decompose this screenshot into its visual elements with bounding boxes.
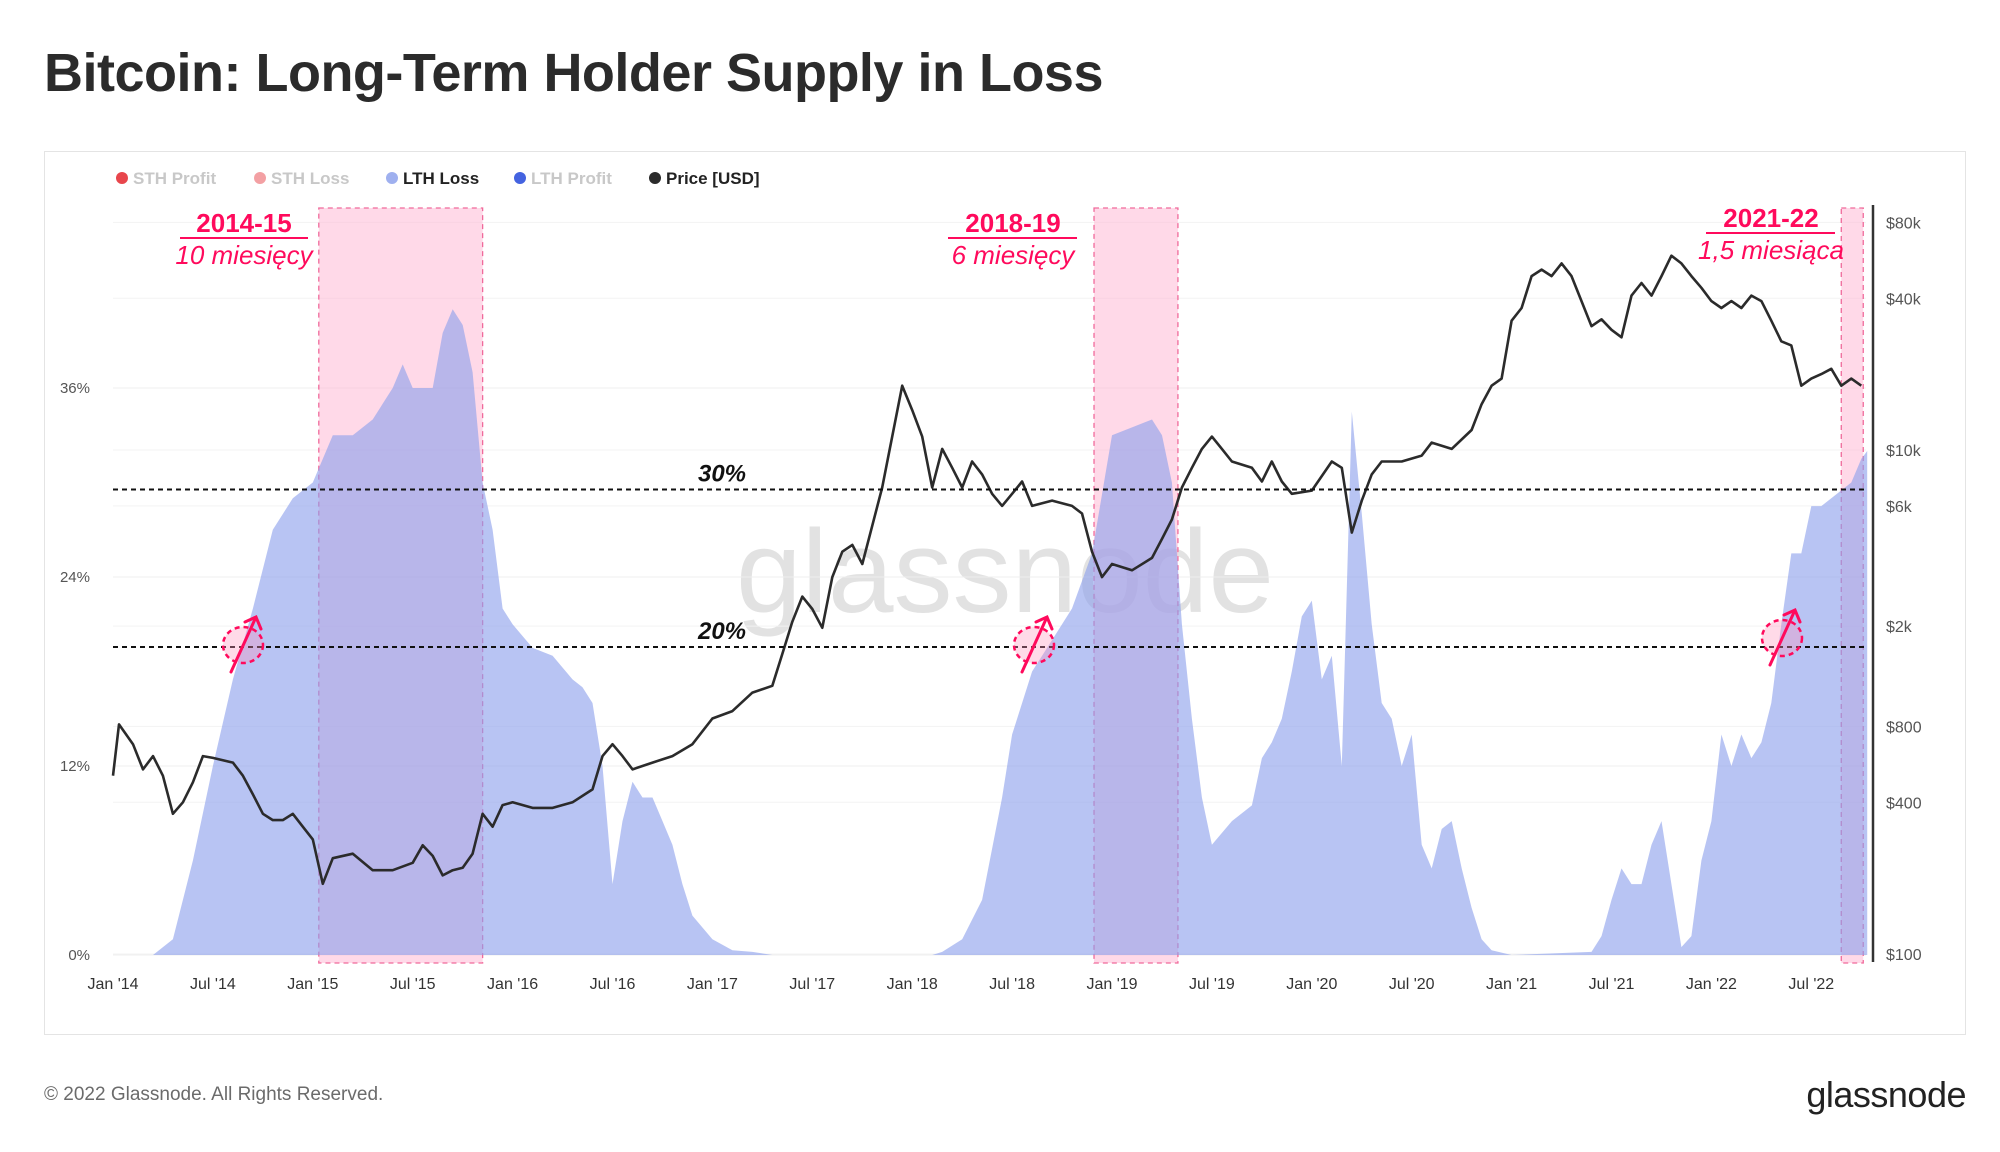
price-line: [111, 254, 1863, 886]
x-tick-label: Jan '19: [1086, 976, 1137, 993]
y-right-tick-label: $80k: [1886, 215, 1922, 232]
chart-card: [44, 151, 1966, 1035]
y-left-tick-label: 36%: [60, 380, 90, 397]
y-right-tick-label: $400: [1886, 795, 1922, 812]
period-label: 2021-22: [1723, 203, 1818, 233]
glassnode-logo[interactable]: glassnode: [1806, 1074, 1966, 1115]
legend-dot-lth-profit: [514, 172, 526, 184]
period-label: 2014-15: [196, 208, 291, 238]
footer-copyright: © 2022 Glassnode. All Rights Reserved.: [44, 1084, 384, 1105]
arrow-up-icon: [229, 614, 263, 674]
x-tick-label: Jan '15: [287, 976, 338, 993]
legend-dot-lth-loss: [386, 172, 398, 184]
y-left-tick-label: 24%: [60, 569, 90, 586]
arrow-up-icon: [1768, 607, 1802, 667]
y-right-tick-label: $100: [1886, 947, 1922, 964]
legend-item[interactable]: Price [USD]: [666, 169, 760, 188]
reference-label: 20%: [697, 618, 746, 645]
arrow-up-icon: [1020, 614, 1054, 674]
y-right-tick-label: $10k: [1886, 443, 1922, 460]
x-tick-label: Jul '21: [1589, 976, 1635, 993]
x-tick-label: Jul '16: [590, 976, 636, 993]
legend-item[interactable]: LTH Loss: [403, 169, 479, 188]
x-tick-label: Jul '14: [190, 976, 236, 993]
period-duration: 6 miesięcy: [952, 240, 1077, 270]
x-tick-label: Jan '18: [887, 976, 938, 993]
y-left-tick-label: 0%: [68, 947, 90, 964]
legend-item[interactable]: LTH Profit: [531, 169, 612, 188]
x-tick-label: Jul '18: [989, 976, 1035, 993]
x-tick-label: Jul '19: [1189, 976, 1235, 993]
y-right-tick-label: $40k: [1886, 291, 1922, 308]
period-label: 2018-19: [965, 208, 1060, 238]
y-right-tick-label: $6k: [1886, 499, 1913, 516]
legend-dot-sth-loss: [254, 172, 266, 184]
period-duration: 1,5 miesiąca: [1698, 235, 1844, 265]
legend-dot-price-usd-: [649, 172, 661, 184]
x-tick-label: Jul '22: [1788, 976, 1834, 993]
x-tick-label: Jan '20: [1286, 976, 1337, 993]
x-tick-label: Jan '22: [1686, 976, 1737, 993]
legend-item[interactable]: STH Profit: [133, 169, 216, 188]
lth-loss-area: [113, 309, 1868, 955]
page-title: Bitcoin: Long-Term Holder Supply in Loss: [44, 43, 1104, 103]
x-tick-label: Jul '20: [1389, 976, 1435, 993]
period-duration: 10 miesięcy: [175, 240, 314, 270]
y-left-tick-label: 12%: [60, 758, 90, 775]
x-tick-label: Jul '17: [789, 976, 835, 993]
x-tick-label: Jan '17: [687, 976, 738, 993]
x-tick-label: Jan '14: [87, 976, 138, 993]
x-tick-label: Jul '15: [390, 976, 436, 993]
x-tick-label: Jan '21: [1486, 976, 1537, 993]
legend-item[interactable]: STH Loss: [271, 169, 349, 188]
reference-label: 30%: [698, 461, 746, 488]
x-tick-label: Jan '16: [487, 976, 538, 993]
y-right-tick-label: $800: [1886, 719, 1922, 736]
legend-dot-sth-profit: [116, 172, 128, 184]
y-right-tick-label: $2k: [1886, 619, 1913, 636]
